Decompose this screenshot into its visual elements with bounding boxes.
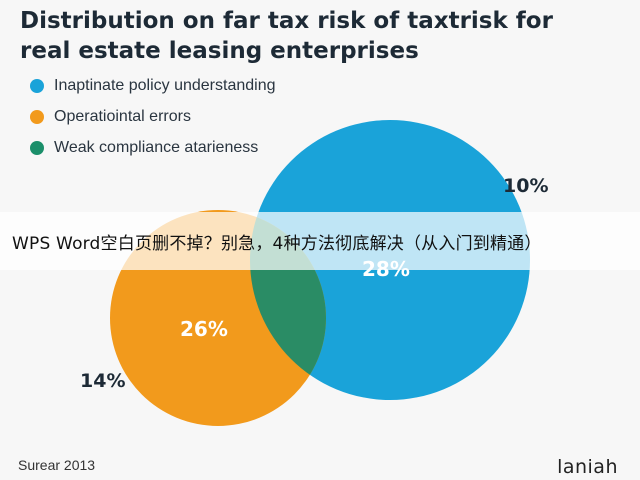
orange-value-label: 26% (180, 317, 228, 341)
brand-logo: laniah (557, 456, 618, 478)
legend-dot-policy (30, 78, 44, 93)
overlay-banner-text: WPS Word空白页删不掉？别急，4种方法彻底解决（从入门到精通） (12, 234, 542, 254)
chart-title: Distribution on far tax risk of taxtrisk… (20, 6, 630, 66)
overlay-banner (0, 212, 640, 270)
legend-label-policy: Inaptinate policy understanding (54, 76, 276, 94)
title-line-1: Distribution on far tax risk of taxtrisk… (20, 8, 553, 34)
source-note: Surear 2013 (18, 457, 96, 473)
legend-item-policy: Inaptinate policy understanding (30, 70, 276, 101)
legend-dot-errors (30, 109, 44, 124)
legend-dot-compliance (30, 140, 44, 155)
legend-item-compliance: Weak compliance atarieness (30, 132, 276, 163)
legend-label-errors: Operatiointal errors (54, 107, 191, 125)
orange-outer-value-label: 14% (80, 370, 125, 392)
legend-label-compliance: Weak compliance atarieness (54, 138, 259, 156)
legend-item-errors: Operatiointal errors (30, 101, 276, 132)
blue-outer-value-label: 10% (503, 175, 548, 197)
title-line-2: real estate leasing enterprises (20, 38, 419, 64)
legend: Inaptinate policy understanding Operatio… (30, 70, 276, 163)
